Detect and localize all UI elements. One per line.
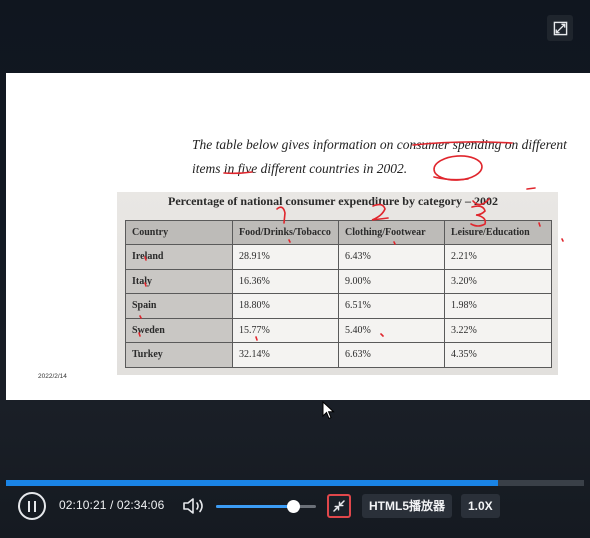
value-cell: 9.00% [338,268,445,294]
value-cell: 3.20% [444,268,552,294]
player-type-button[interactable]: HTML5播放器 [362,494,452,518]
date-stamp: 2022/2/14 [38,373,67,380]
value-cell: 6.51% [338,293,445,319]
country-cell: Ireland [125,244,233,270]
progress-bar[interactable] [6,480,584,486]
value-cell: 18.80% [232,293,339,319]
value-cell: 1.98% [444,293,552,319]
time-separator: / [109,498,114,512]
progress-bar-fill [6,480,498,486]
value-cell: 6.43% [338,244,445,270]
country-cell: Spain [125,293,233,319]
value-cell: 2.21% [444,244,552,270]
country-cell: Italy [125,268,233,294]
time-display: 02:10:21 / 02:34:06 [59,498,164,512]
value-cell: 3.22% [444,317,552,343]
country-cell: Turkey [125,342,233,368]
value-cell: 4.35% [444,342,552,368]
column-header: Country [125,220,233,245]
video-frame-slide: The table below gives information on con… [6,73,590,400]
value-cell: 15.77% [232,317,339,343]
volume-slider[interactable] [216,500,316,513]
table-header-row: Country Food/Drinks/Tobacco Clothing/Foo… [125,220,552,245]
value-cell: 32.14% [232,342,339,368]
fullscreen-button[interactable] [547,15,573,41]
picture-in-picture-button[interactable] [327,494,351,518]
table-row: Italy 16.36% 9.00% 3.20% [125,268,552,294]
value-cell: 28.91% [232,244,339,270]
value-cell: 16.36% [232,268,339,294]
intro-text: The table below gives information on con… [192,137,567,176]
volume-slider-handle[interactable] [287,500,300,513]
pause-icon [28,500,30,512]
table-title: Percentage of national consumer expendit… [168,194,498,208]
playback-speed-button[interactable]: 1.0X [461,494,500,518]
value-cell: 6.63% [338,342,445,368]
expenditure-table: Country Food/Drinks/Tobacco Clothing/Foo… [125,220,552,368]
column-header: Clothing/Footwear [338,220,445,245]
value-cell: 5.40% [338,317,445,343]
pause-button[interactable] [18,492,46,520]
volume-icon[interactable] [182,496,208,516]
control-bar: 02:10:21 / 02:34:06 HTML5播放器 1.0X [0,490,590,538]
pause-icon [34,500,36,512]
fullscreen-icon [553,21,567,35]
cursor-icon [322,401,335,420]
total-time: 02:34:06 [116,498,165,512]
table-row: Spain 18.80% 6.51% 1.98% [125,293,552,319]
column-header: Food/Drinks/Tobacco [232,220,339,245]
country-cell: Sweden [125,317,233,343]
volume-slider-fill [216,505,293,508]
column-header: Leisure/Education [444,220,552,245]
table-row: Ireland 28.91% 6.43% 2.21% [125,244,552,270]
table-row: Turkey 32.14% 6.63% 4.35% [125,342,552,368]
picture-in-picture-icon [333,500,345,512]
current-time: 02:10:21 [59,498,107,512]
table-row: Sweden 15.77% 5.40% 3.22% [125,317,552,343]
